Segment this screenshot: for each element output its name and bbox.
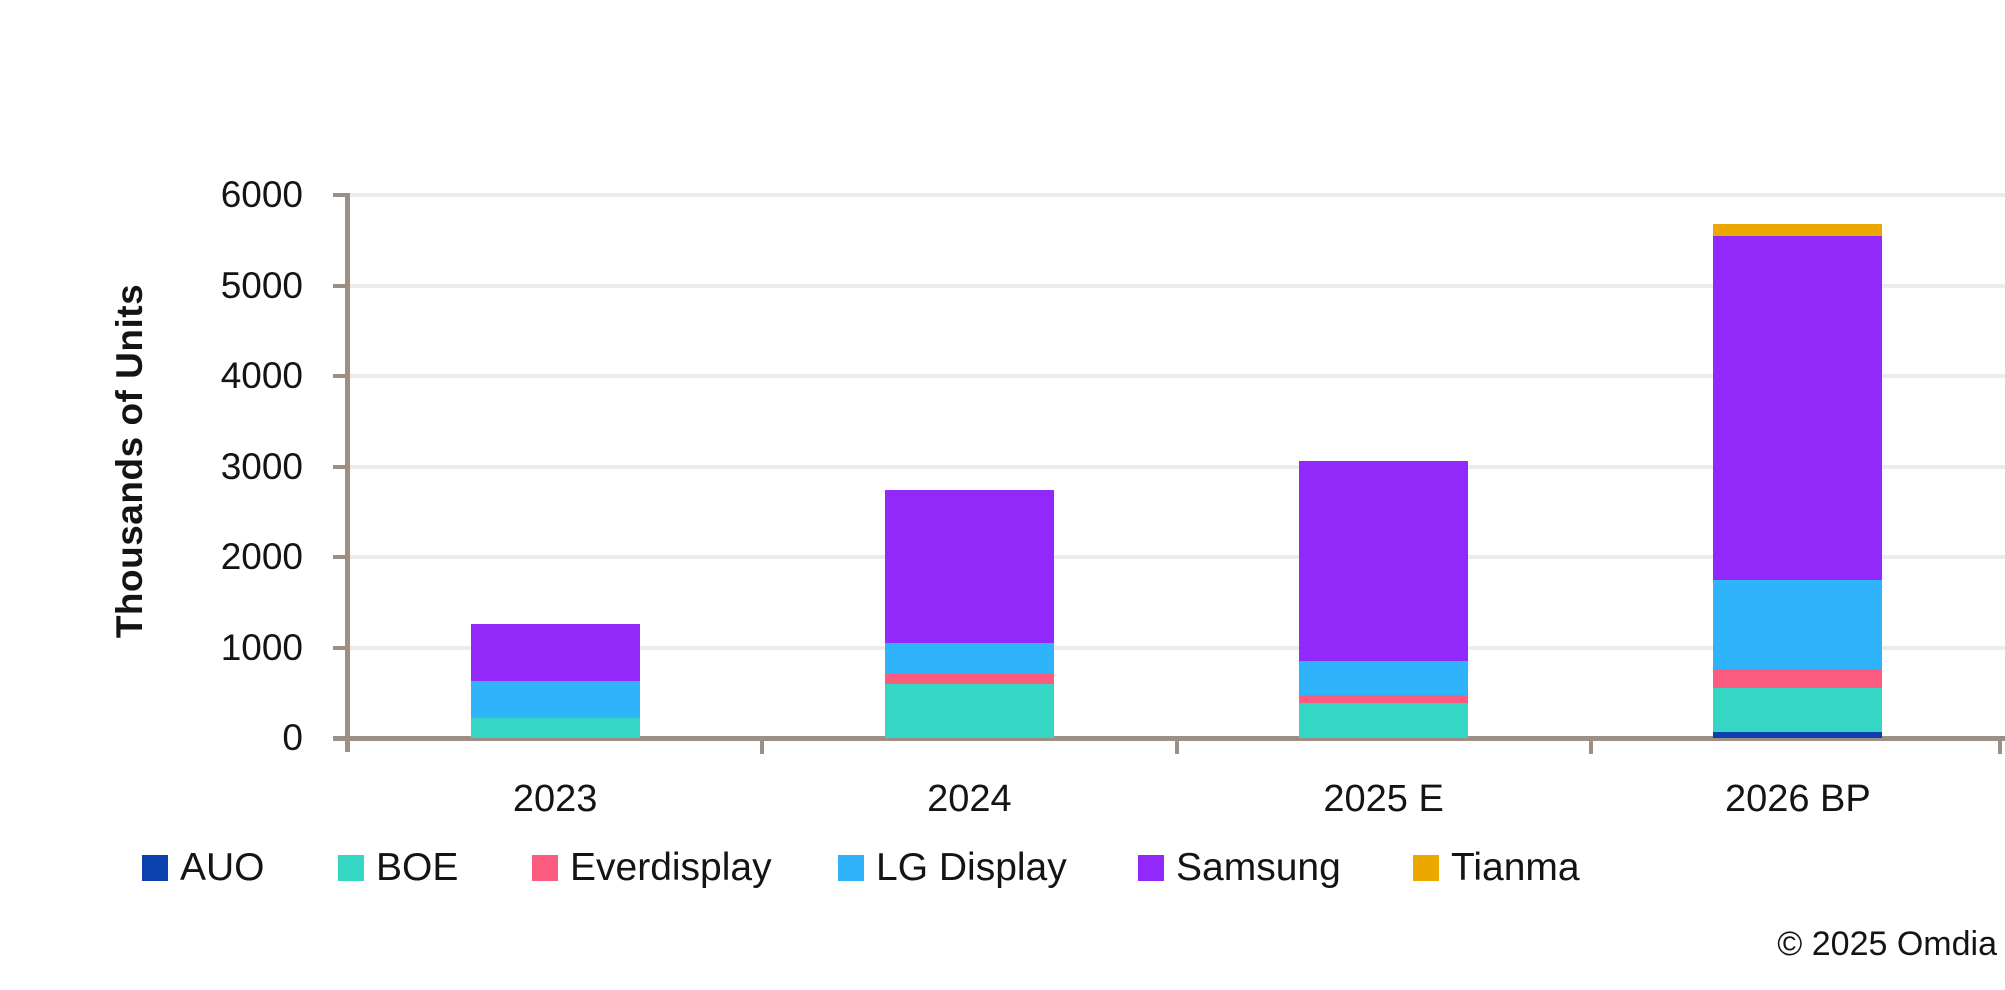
y-tick-label-0: 0 (282, 717, 303, 758)
bar-segment-lg-display-2026-BP (1713, 580, 1883, 670)
copyright-note: © 2025 Omdia (1777, 925, 1997, 963)
legend-label: Samsung (1176, 846, 1341, 889)
gridline-2000 (348, 555, 2005, 559)
legend-label: BOE (376, 846, 459, 889)
x-tick-2 (1174, 738, 1179, 754)
legend-swatch-everdisplay (532, 855, 558, 881)
bar-segment-boe-2024 (884, 683, 1054, 738)
y-tick-label-6000: 6000 (220, 174, 303, 215)
bar-segment-samsung-2026-BP (1713, 236, 1883, 581)
y-tick-label-1000: 1000 (220, 626, 303, 668)
bar-segment-samsung-2023 (470, 623, 640, 681)
bar-segment-boe-2023 (470, 717, 640, 738)
bar-segment-everdisplay-2026-BP (1713, 669, 1883, 688)
y-axis-line (345, 193, 350, 752)
x-tick-4 (1998, 738, 2002, 754)
x-axis-line (333, 736, 2005, 741)
gridline-5000 (348, 283, 2005, 288)
gridline-1000 (348, 645, 2005, 650)
y-tick-label-2000: 2000 (220, 536, 303, 577)
x-axis-label-2023: 2023 (512, 778, 598, 820)
x-tick-3 (1588, 738, 1593, 754)
y-tick-4000 (333, 374, 348, 378)
legend-swatch-lg-display (838, 855, 864, 881)
legend-swatch-boe (338, 855, 364, 881)
legend-swatch-tianma (1413, 855, 1439, 881)
legend-item-samsung: Samsung (1138, 842, 1341, 894)
bar-segment-tianma-2026-BP (1713, 224, 1883, 237)
legend-swatch-samsung (1138, 855, 1164, 881)
legend-item-boe: BOE (338, 842, 458, 894)
bar-segment-boe-2025-E (1299, 702, 1469, 738)
legend-item-everdisplay: Everdisplay (532, 842, 772, 894)
legend-item-tianma: Tianma (1413, 842, 1580, 894)
legend-label: LG Display (876, 846, 1067, 889)
bar-segment-boe-2026-BP (1713, 687, 1883, 733)
legend-label: Tianma (1451, 846, 1580, 889)
y-tick-6000 (333, 193, 348, 197)
gridline-4000 (348, 374, 2005, 378)
bar-segment-lg-display-2025-E (1299, 660, 1469, 695)
x-tick-1 (760, 738, 765, 754)
gridline-3000 (348, 464, 2005, 469)
legend-label: Everdisplay (570, 846, 772, 889)
y-tick-label-5000: 5000 (220, 264, 303, 306)
bar-segment-everdisplay-2025-E (1299, 694, 1469, 703)
x-axis-label-2026-BP: 2026 BP (1724, 778, 1871, 820)
legend-item-lg-display: LG Display (838, 842, 1067, 894)
y-tick-label-3000: 3000 (220, 445, 303, 487)
y-tick-3000 (333, 464, 348, 469)
y-tick-2000 (333, 555, 348, 559)
bar-segment-lg-display-2024 (884, 642, 1054, 674)
legend-swatch-auo (142, 855, 168, 881)
y-tick-1000 (333, 645, 348, 650)
bar-segment-auo-2026-BP (1713, 732, 1883, 738)
bar-segment-everdisplay-2024 (884, 673, 1054, 684)
bar-segment-samsung-2024 (884, 490, 1054, 643)
x-axis-label-2025-E: 2025 E (1323, 778, 1444, 820)
gridline-6000 (348, 193, 2005, 197)
y-tick-5000 (333, 283, 348, 288)
legend-label: AUO (180, 846, 265, 889)
x-axis-label-2024: 2024 (927, 778, 1012, 820)
bar-segment-lg-display-2023 (470, 680, 640, 718)
y-tick-label-4000: 4000 (220, 355, 303, 396)
legend-item-auo: AUO (142, 842, 265, 894)
bar-segment-samsung-2025-E (1299, 461, 1469, 661)
